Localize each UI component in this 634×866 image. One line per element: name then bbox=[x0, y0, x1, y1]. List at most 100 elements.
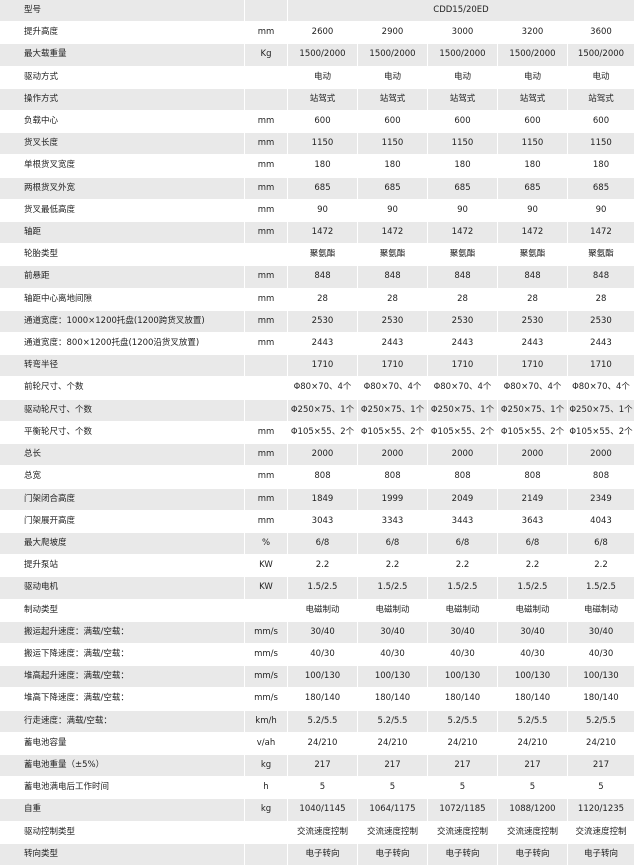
value-cell: 2530 bbox=[288, 310, 357, 333]
row-label: 门架闭合高度 bbox=[0, 488, 244, 510]
value-cell: 3043 bbox=[311, 515, 334, 526]
value-cell: 180/140 bbox=[304, 693, 341, 704]
value-cell: 90 bbox=[317, 204, 328, 215]
value-cell: 28 bbox=[527, 293, 538, 304]
row-label: 驱动电机 bbox=[0, 577, 244, 599]
table-row: 提升泵站 KW 2.2 2.2 2.2 2.2 2.2 bbox=[0, 555, 634, 577]
value-cell: 24/210 bbox=[307, 737, 338, 748]
value-cell: 站驾式 bbox=[358, 88, 427, 110]
row-label: 前悬距 bbox=[0, 266, 244, 288]
value-cell: 5.2/5.5 bbox=[358, 710, 427, 732]
value-cell: 808 bbox=[454, 471, 471, 482]
value-cell: 5.2/5.5 bbox=[428, 710, 497, 732]
unit-cell bbox=[245, 399, 287, 421]
value-cell: 848 bbox=[358, 266, 427, 288]
value-cell: 电动 bbox=[383, 71, 401, 82]
row-label: 前轮尺寸、个数 bbox=[24, 382, 84, 393]
value-cell: 600 bbox=[454, 116, 471, 127]
value-cell: 30/40 bbox=[428, 621, 497, 643]
row-label: 搬运起升速度：满载/空载： bbox=[0, 621, 244, 643]
value-cell: 1710 bbox=[358, 355, 427, 377]
value-cell: 217 bbox=[288, 754, 357, 777]
value-cell: 1472 bbox=[568, 222, 634, 244]
table-row: 货叉长度 mm 1150 1150 1150 1150 1150 bbox=[0, 133, 634, 155]
row-label: 驱动轮尺寸、个数 bbox=[0, 399, 244, 421]
value-cell: 28 bbox=[317, 293, 328, 304]
unit-cell bbox=[245, 244, 287, 265]
value-cell: 2443 bbox=[590, 338, 612, 349]
table-row: 驱动电机 KW 1.5/2.5 1.5/2.5 1.5/2.5 1.5/2.5 1.5/2.… bbox=[0, 577, 634, 599]
value-cell: 2.2 bbox=[455, 560, 470, 571]
value-cell: Φ250×75、1个 bbox=[498, 399, 567, 421]
row-label: 驱动方式 bbox=[24, 71, 59, 82]
value-cell: 站驾式 bbox=[568, 88, 634, 110]
value-cell: 685 bbox=[428, 177, 497, 199]
table-row: 通道宽度：1000×1200托盘(1200跨货叉放置) mm 2530 2530 253… bbox=[0, 310, 634, 333]
unit-cell: mm bbox=[257, 515, 275, 526]
unit-cell: mm/s bbox=[245, 621, 287, 643]
value-cell: 5.2/5.5 bbox=[498, 710, 567, 732]
row-label: 堆高下降速度：满载/空载： bbox=[24, 693, 129, 704]
row-label: 搬运下降速度：满载/空载： bbox=[24, 648, 129, 659]
unit-cell bbox=[245, 355, 287, 377]
value-cell: 2600 bbox=[311, 27, 334, 38]
value-cell: 30/40 bbox=[288, 621, 357, 643]
table-row: 门架展开高度 mm 3043 3343 3443 3643 4043 bbox=[0, 511, 634, 533]
value-cell: 3000 bbox=[451, 27, 474, 38]
table-row: 最大载重量 Kg 1500/2000 1500/2000 1500/2000 1500/2… bbox=[0, 44, 634, 66]
value-cell: Φ105×55、2个 bbox=[569, 426, 633, 437]
value-cell: 40/30 bbox=[588, 648, 614, 659]
unit-cell: % bbox=[245, 532, 287, 555]
model-cell: CDD15/20ED bbox=[288, 0, 634, 22]
value-cell: 1120/1235 bbox=[568, 799, 634, 821]
value-cell: 100/130 bbox=[428, 666, 497, 688]
table-row: 蓄电池满电后工作时间 h 5 5 5 5 5 bbox=[0, 777, 634, 799]
value-cell: 聚氨酯 bbox=[449, 249, 476, 260]
table-row: 自重 kg 1040/1145 1064/1175 1072/1185 1088/1200… bbox=[0, 799, 634, 821]
value-cell: 600 bbox=[314, 116, 331, 127]
value-cell: 5.2/5.5 bbox=[568, 710, 634, 732]
value-cell: Φ250×75、1个 bbox=[568, 399, 634, 421]
table-row: 型号 CDD15/20ED bbox=[0, 0, 634, 22]
value-cell: 2900 bbox=[381, 27, 404, 38]
value-cell: 685 bbox=[568, 177, 634, 199]
unit-cell: mm/s bbox=[254, 693, 278, 704]
value-cell: 电磁制动 bbox=[305, 604, 340, 615]
value-cell: 1088/1200 bbox=[498, 799, 567, 821]
value-cell: 交流速度控制 bbox=[575, 826, 627, 837]
value-cell: 1472 bbox=[358, 222, 427, 244]
table-row: 前悬距 mm 848 848 848 848 848 bbox=[0, 266, 634, 288]
value-cell: 1710 bbox=[428, 355, 497, 377]
value-cell: 1064/1175 bbox=[358, 799, 427, 821]
value-cell: 808 bbox=[592, 471, 610, 482]
value-cell: 聚氨酯 bbox=[519, 249, 546, 260]
value-cell: 2443 bbox=[381, 338, 404, 349]
table-row: 转弯半径 1710 1710 1710 1710 1710 bbox=[0, 355, 634, 377]
value-cell: 6/8 bbox=[498, 532, 567, 555]
value-cell: 聚氨酯 bbox=[588, 249, 614, 260]
value-cell: 聚氨酯 bbox=[379, 249, 406, 260]
unit-cell: mm bbox=[257, 426, 275, 437]
value-cell: 电子转向 bbox=[568, 843, 634, 865]
value-cell: 5 bbox=[389, 782, 396, 793]
table-row: 前轮尺寸、个数 Φ80×70、4个 Φ80×70、4个 Φ80×70、4个 Φ80×70… bbox=[0, 377, 634, 399]
unit-cell: kg bbox=[245, 754, 287, 777]
table-row: 货叉最低高度 mm 90 90 90 90 90 bbox=[0, 200, 634, 222]
value-cell: 1.5/2.5 bbox=[568, 577, 634, 599]
value-cell: Φ250×75、1个 bbox=[358, 399, 427, 421]
table-row: 行走速度：满载/空载： km/h 5.2/5.5 5.2/5.5 5.2/5.5 5.2/… bbox=[0, 710, 634, 733]
row-label: 最大载重量 bbox=[0, 44, 244, 66]
value-cell: 电动 bbox=[592, 71, 610, 82]
row-label: 负载中心 bbox=[24, 116, 59, 127]
value-cell: 电子转向 bbox=[428, 843, 497, 865]
value-cell: 5 bbox=[459, 782, 466, 793]
value-cell: 685 bbox=[358, 177, 427, 199]
unit-cell: mm/s bbox=[245, 666, 287, 688]
table-row: 单根货叉宽度 mm 180 180 180 180 180 bbox=[0, 155, 634, 177]
table-row: 平衡轮尺寸、个数 mm Φ105×55、2个 Φ105×55、2个 Φ105×55、2个… bbox=[0, 422, 634, 444]
table-row: 负载中心 mm 600 600 600 600 600 bbox=[0, 111, 634, 133]
value-cell: 2530 bbox=[358, 310, 427, 333]
value-cell: 848 bbox=[568, 266, 634, 288]
value-cell: 3343 bbox=[381, 515, 404, 526]
value-cell: 1710 bbox=[288, 355, 357, 377]
